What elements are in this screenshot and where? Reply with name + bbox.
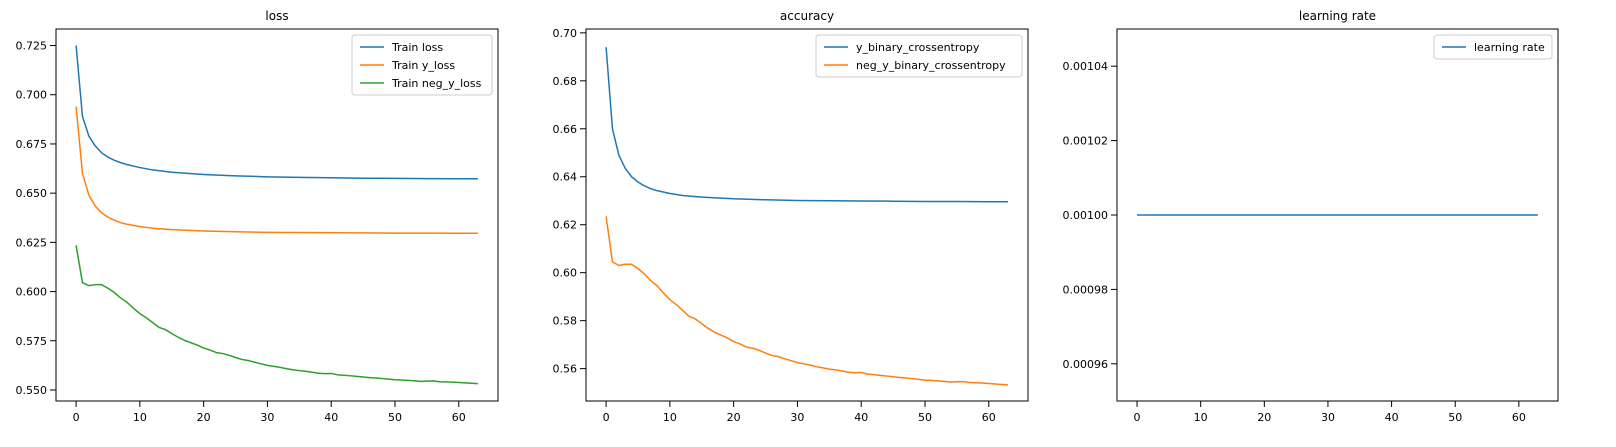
y-tick-label: 0.725 — [16, 40, 48, 53]
x-tick-label: 20 — [1257, 411, 1271, 424]
series-line-y-binary-crossentropy — [605, 47, 1008, 203]
x-tick-label: 0 — [603, 411, 610, 424]
legend-frame — [1433, 34, 1553, 60]
legend: learning rate — [1433, 34, 1553, 60]
chart-title: learning rate — [1299, 9, 1376, 23]
x-tick-label: 60 — [1512, 411, 1526, 424]
x-tick-label: 20 — [727, 411, 741, 424]
y-tick-label: 0.00098 — [1063, 283, 1109, 296]
y-tick-label: 0.550 — [16, 384, 48, 397]
x-tick-label: 10 — [663, 411, 677, 424]
legend-label: Train y_loss — [391, 59, 455, 72]
panel-learning-rate: learning rate 0 10 20 30 40 50 60 0.00096 0.00098… — [1063, 9, 1559, 424]
y-tick-label: 0.00100 — [1063, 209, 1109, 222]
x-tick-label: 40 — [854, 411, 868, 424]
x-tick-label: 10 — [133, 411, 147, 424]
x-tick-label: 30 — [790, 411, 804, 424]
legend-frame — [815, 34, 1023, 78]
y-tick-label: 0.00102 — [1063, 135, 1109, 148]
legend-label: learning rate — [1474, 41, 1545, 54]
y-tick-label: 0.66 — [553, 123, 578, 136]
legend: Train loss Train y_loss Train neg_y_loss — [351, 34, 493, 96]
x-tick-label: 0 — [1134, 411, 1141, 424]
x-tick-label: 50 — [388, 411, 402, 424]
x-tick-label: 50 — [918, 411, 932, 424]
y-tick-label: 0.56 — [553, 363, 578, 376]
legend: y_binary_crossentropy neg_y_binary_crosse… — [815, 34, 1023, 78]
x-tick-label: 0 — [73, 411, 80, 424]
legend-label: neg_y_binary_crossentropy — [856, 59, 1006, 72]
x-tick-label: 60 — [982, 411, 996, 424]
series-line-train-loss — [75, 45, 478, 180]
legend-label: y_binary_crossentropy — [856, 41, 980, 54]
x-tick-label: 20 — [197, 411, 211, 424]
y-tick-label: 0.62 — [553, 219, 578, 232]
y-tick-label: 0.68 — [553, 75, 578, 88]
x-tick-label: 60 — [452, 411, 466, 424]
axes-frame — [1116, 28, 1559, 402]
y-tick-label: 0.00096 — [1063, 358, 1109, 371]
series-line-train-y-loss — [75, 106, 478, 235]
chart-title: accuracy — [780, 9, 834, 23]
legend-label: Train neg_y_loss — [391, 77, 482, 90]
legend-label: Train loss — [391, 41, 443, 54]
y-tick-label: 0.625 — [16, 236, 48, 249]
x-tick-label: 10 — [1194, 411, 1208, 424]
series-line-neg-y-binary-crossentropy — [605, 216, 1008, 386]
panel-loss: loss 0 10 20 30 40 50 60 0.550 0.575 0.600 0.625 0.6… — [16, 9, 499, 424]
series-line-train-neg-y-loss — [75, 245, 478, 385]
y-tick-label: 0.60 — [553, 267, 578, 280]
y-tick-label: 0.675 — [16, 138, 48, 151]
x-tick-label: 50 — [1448, 411, 1462, 424]
y-tick-label: 0.650 — [16, 187, 48, 200]
x-tick-label: 40 — [1385, 411, 1399, 424]
y-tick-label: 0.64 — [553, 171, 578, 184]
panel-accuracy: accuracy 0 10 20 30 40 50 60 0.56 0.58 0.60 0.62 0.6… — [553, 9, 1029, 424]
y-tick-label: 0.70 — [553, 27, 578, 40]
chart-title: loss — [265, 9, 288, 23]
y-tick-label: 0.600 — [16, 286, 48, 299]
axes-frame — [585, 28, 1029, 402]
series-group — [605, 47, 1008, 386]
x-tick-label: 40 — [324, 411, 338, 424]
axes-frame — [55, 28, 499, 402]
legend-frame — [351, 34, 493, 96]
x-tick-label: 30 — [260, 411, 274, 424]
series-group — [75, 45, 478, 385]
x-tick-label: 30 — [1321, 411, 1335, 424]
y-tick-label: 0.700 — [16, 89, 48, 102]
y-tick-label: 0.575 — [16, 335, 48, 348]
y-tick-label: 0.00104 — [1063, 60, 1109, 73]
y-tick-label: 0.58 — [553, 315, 578, 328]
